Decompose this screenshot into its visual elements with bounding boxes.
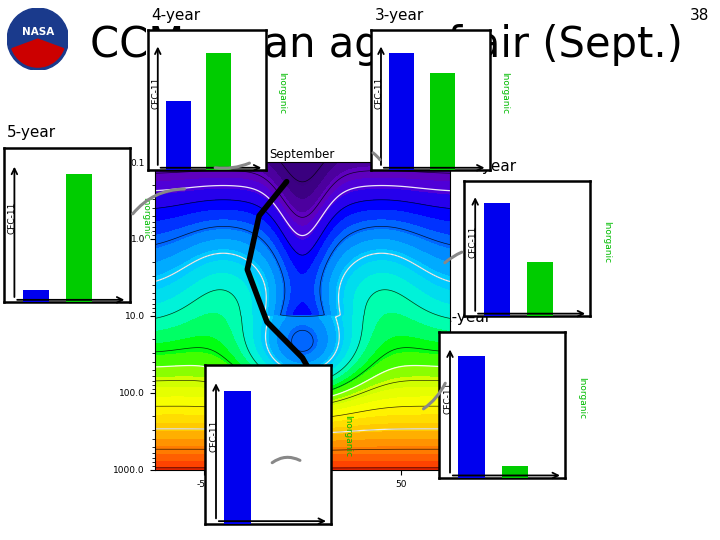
Bar: [527, 262, 553, 316]
Text: CFC-11: CFC-11: [469, 226, 478, 258]
Bar: [225, 391, 251, 524]
Text: Inorganic: Inorganic: [343, 415, 352, 457]
Text: Inorganic: Inorganic: [603, 220, 611, 263]
Text: CFC-11: CFC-11: [151, 77, 161, 109]
Text: NASA: NASA: [22, 26, 54, 37]
Text: 2-year: 2-year: [468, 159, 517, 174]
Bar: [66, 174, 92, 302]
Text: CFC-11: CFC-11: [8, 201, 17, 234]
Text: 3-year: 3-year: [374, 8, 423, 23]
Text: CFC-11: CFC-11: [374, 77, 384, 109]
Title: September: September: [270, 148, 335, 161]
Wedge shape: [12, 39, 63, 67]
Bar: [430, 72, 454, 170]
Bar: [389, 53, 414, 170]
Bar: [23, 289, 49, 302]
Bar: [166, 102, 191, 170]
Bar: [207, 53, 231, 170]
Ellipse shape: [7, 8, 68, 70]
Bar: [502, 465, 528, 478]
Text: Inorganic: Inorganic: [500, 72, 510, 114]
Text: Inorganic: Inorganic: [141, 197, 150, 239]
Text: CFC-11: CFC-11: [210, 420, 219, 453]
Text: Inorganic: Inorganic: [277, 72, 287, 114]
Text: Inorganic: Inorganic: [577, 376, 586, 419]
Text: 1-year: 1-year: [443, 310, 492, 325]
Bar: [459, 356, 485, 478]
Text: CCM mean age-of-air (Sept.): CCM mean age-of-air (Sept.): [90, 24, 683, 66]
Text: 0-year: 0-year: [209, 341, 258, 356]
Bar: [484, 204, 510, 316]
Text: 38: 38: [690, 8, 709, 23]
Text: 5-year: 5-year: [7, 125, 56, 140]
Text: CFC-11: CFC-11: [444, 382, 452, 414]
Text: 4-year: 4-year: [151, 8, 200, 23]
